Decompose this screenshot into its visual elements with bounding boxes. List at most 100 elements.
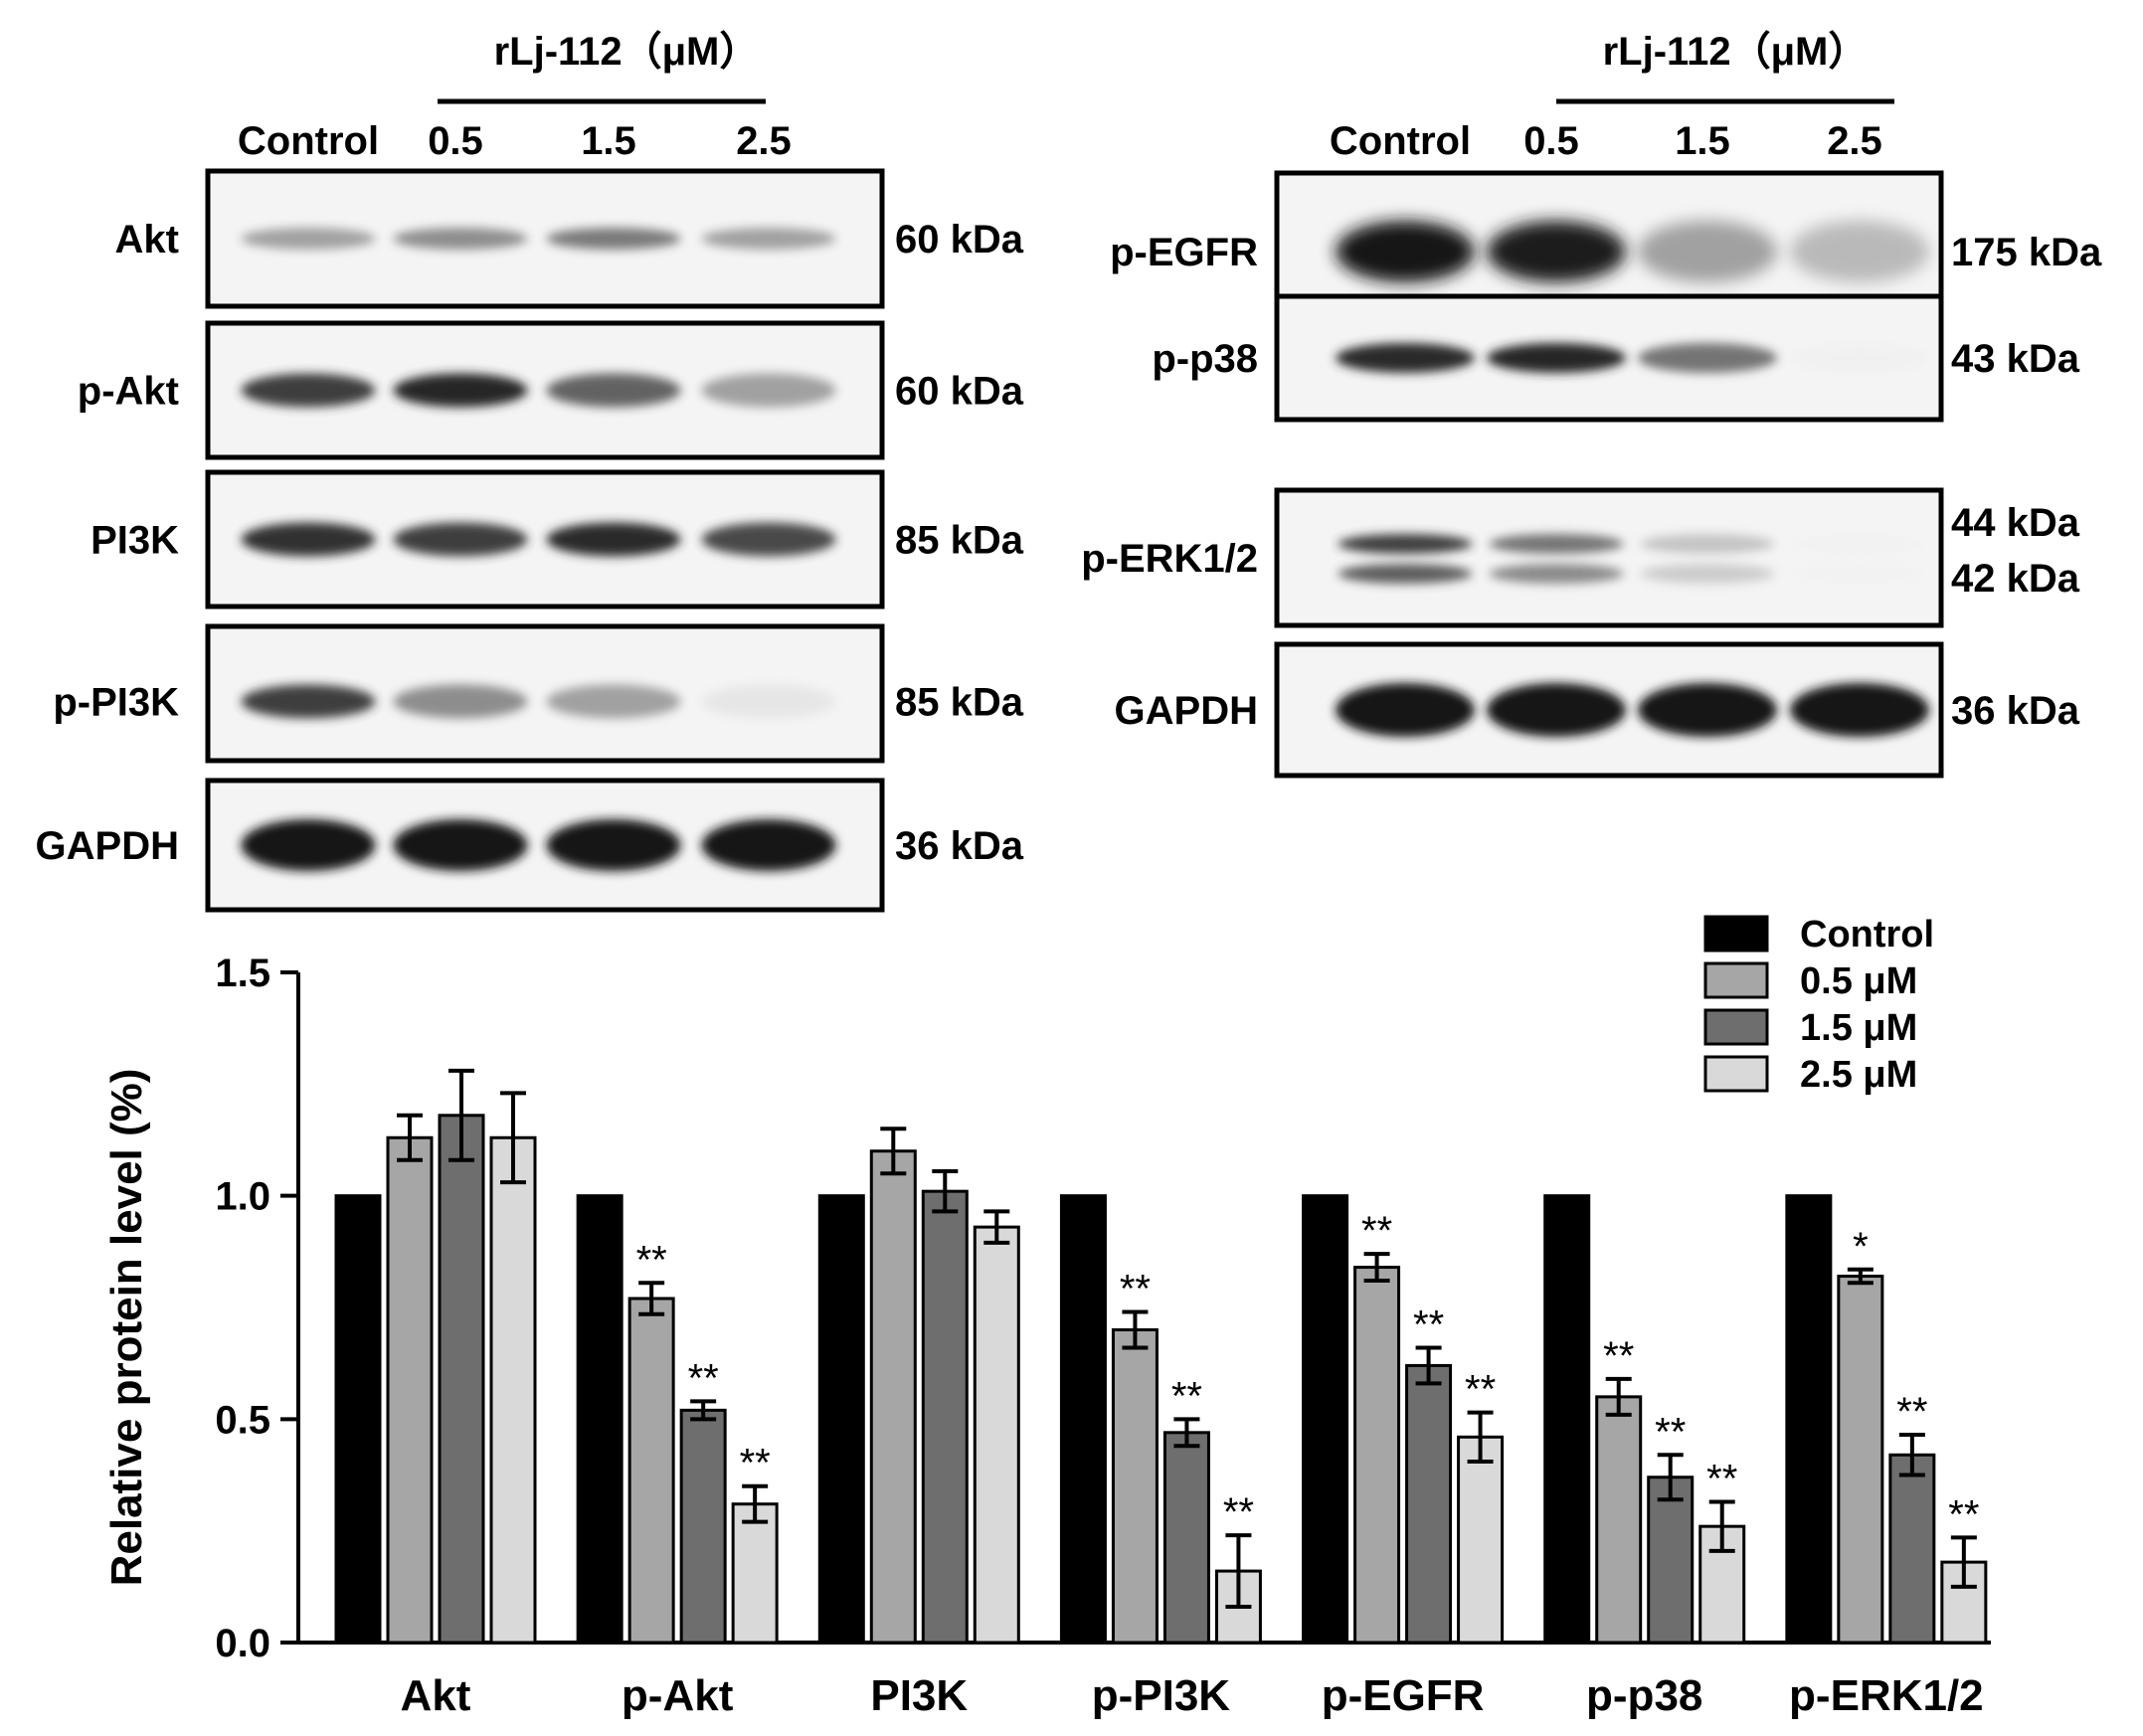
bar: [1111, 1327, 1159, 1645]
bar: [1698, 1524, 1746, 1645]
blot-band: [241, 819, 376, 871]
right-blot-row: GAPDH 36 kDa: [1115, 641, 2080, 779]
blot-band: [546, 819, 681, 871]
blot-band: [393, 819, 528, 871]
x-tick-label: p-PI3K: [1092, 1671, 1231, 1720]
bar: [489, 1135, 537, 1645]
right-blot-panel: rLj-112（μM） Control 0.5 1.5 2.5 p-EGFR 175 k…: [1081, 30, 2102, 779]
x-tick-label: Akt: [401, 1671, 471, 1720]
y-tick-label: 1.5: [215, 952, 270, 995]
legend-swatch: [1703, 1008, 1769, 1046]
blot-band: [701, 522, 836, 557]
blot-band: [701, 819, 836, 871]
left-lane-label: 1.5: [581, 119, 636, 163]
significance-marker: **: [1361, 1209, 1392, 1253]
bar: [1457, 1435, 1505, 1645]
blot-band: [1336, 221, 1475, 282]
bar: [1059, 1194, 1107, 1645]
molecular-weight-label: 85 kDa: [895, 681, 1024, 725]
legend-item: Control: [1703, 914, 1934, 955]
left-lane-label: Control: [238, 119, 379, 163]
bar-group: ** ** ** p-Akt: [576, 1194, 779, 1720]
y-tick-label: 0.0: [215, 1622, 270, 1665]
significance-marker: **: [1465, 1368, 1496, 1412]
significance-marker: *: [1853, 1225, 1869, 1269]
bar-group: PI3K: [817, 1127, 1020, 1720]
x-tick-label: p-Akt: [622, 1671, 734, 1720]
x-tick-label: PI3K: [870, 1671, 968, 1720]
bar-group: ** ** ** p-EGFR: [1302, 1194, 1505, 1720]
right-lane-label: 0.5: [1523, 119, 1579, 163]
significance-marker: **: [1706, 1457, 1737, 1500]
blot-band: [393, 228, 528, 250]
blot-band: [1489, 534, 1624, 554]
significance-marker: **: [1603, 1334, 1634, 1378]
molecular-weight-label: 42 kDa: [1951, 557, 2080, 601]
blot-band: [546, 684, 681, 719]
blot-band: [546, 228, 681, 250]
bar-group: Akt: [334, 1068, 537, 1720]
legend-swatch: [1703, 915, 1769, 953]
bar: [1647, 1476, 1695, 1645]
left-lane-labels: Control 0.5 1.5 2.5: [238, 119, 792, 163]
significance-marker: **: [1413, 1302, 1444, 1346]
legend-label: Control: [1800, 914, 1934, 955]
bar: [576, 1194, 624, 1645]
bar: [679, 1408, 727, 1645]
bar: [731, 1502, 779, 1645]
blot-band: [1790, 343, 1929, 373]
y-axis-label: Relative protein level (%): [102, 1069, 151, 1587]
significance-marker: **: [740, 1442, 771, 1485]
blot-band: [1790, 683, 1929, 737]
protein-label: p-PI3K: [53, 681, 179, 725]
bar: [1888, 1453, 1936, 1645]
blot-band: [1640, 564, 1775, 584]
left-blot-row: Akt 60 kDa: [115, 168, 1024, 309]
blot-band: [1640, 534, 1775, 554]
legend-item: 0.5 μM: [1703, 960, 1917, 1002]
blot-band: [546, 373, 681, 408]
right-lane-label: 2.5: [1827, 119, 1882, 163]
chart-bars: Akt ** ** ** p-Akt PI3K ** ** ** p-PI3K ** ** ** p-EG…: [334, 1068, 1988, 1720]
bar: [1837, 1275, 1884, 1645]
right-blot-row: p-ERK1/2 44 kDa 42 kDa: [1081, 487, 2080, 628]
significance-marker: **: [1171, 1374, 1202, 1418]
right-lane-label: Control: [1330, 119, 1471, 163]
blot-band: [1487, 343, 1626, 373]
legend-label: 1.5 μM: [1800, 1007, 1917, 1049]
legend-item: 1.5 μM: [1703, 1007, 1917, 1049]
molecular-weight-label: 60 kDa: [895, 370, 1024, 414]
molecular-weight-label: 60 kDa: [895, 218, 1024, 261]
molecular-weight-label: 85 kDa: [895, 519, 1024, 563]
protein-label: GAPDH: [1115, 689, 1258, 733]
left-treatment-header: rLj-112（μM）: [494, 30, 760, 74]
blot-band: [1638, 221, 1777, 282]
blot-band: [1792, 534, 1927, 554]
bar-group: ** ** ** p-PI3K: [1059, 1194, 1262, 1720]
significance-marker: **: [1655, 1410, 1686, 1454]
left-lane-label: 0.5: [428, 119, 483, 163]
blot-band: [1487, 683, 1626, 737]
bar: [817, 1194, 865, 1645]
molecular-weight-label: 43 kDa: [1951, 337, 2080, 381]
bar-chart: 0.0 0.5 1.0 1.5 Akt ** ** ** p-Akt PI3K ** ** ** p-P…: [102, 914, 1991, 1720]
protein-label: p-EGFR: [1110, 231, 1258, 274]
protein-label: p-ERK1/2: [1081, 537, 1258, 581]
bar-group: ** ** ** p-p38: [1543, 1194, 1746, 1720]
blot-band: [241, 684, 376, 719]
legend-swatch: [1703, 1055, 1769, 1093]
x-tick-label: p-EGFR: [1322, 1671, 1485, 1720]
bar: [921, 1189, 969, 1645]
bar: [627, 1297, 675, 1645]
right-blot-row: p-EGFR 175 kDa: [1110, 170, 2102, 309]
left-blot-rows: Akt 60 kDa p-Akt 60 kDa PI3K 85 kDa p-PI3K 85 k…: [36, 168, 1024, 913]
protein-label: GAPDH: [36, 824, 179, 868]
protein-label: p-Akt: [78, 370, 179, 414]
protein-label: Akt: [115, 218, 179, 261]
legend-item: 2.5 μM: [1703, 1054, 1917, 1096]
chart-legend: Control 0.5 μM 1.5 μM 2.5 μM: [1703, 914, 1934, 1096]
blot-band: [1638, 343, 1777, 373]
significance-marker: **: [1120, 1267, 1151, 1310]
significance-marker: **: [1223, 1490, 1254, 1534]
